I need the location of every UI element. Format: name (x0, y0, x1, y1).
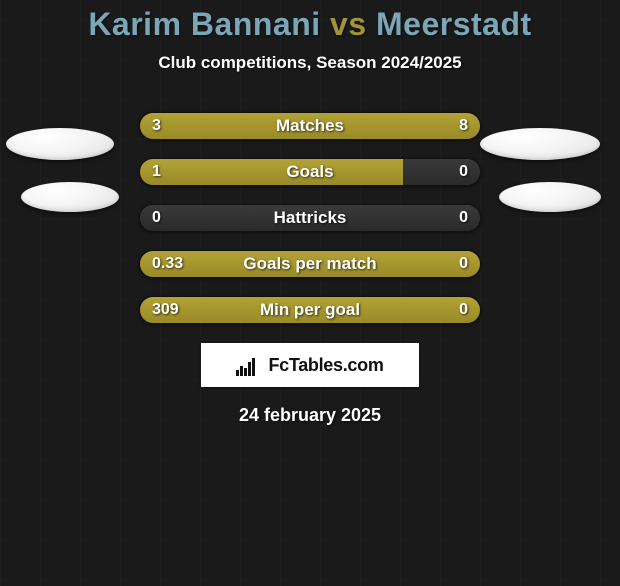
player-blob (499, 182, 601, 212)
stat-bar: 00Hattricks (139, 204, 481, 232)
player-blob (6, 128, 114, 160)
title-player2: Meerstadt (376, 6, 532, 42)
brand-chart-icon (236, 354, 262, 376)
stat-bar: 38Matches (139, 112, 481, 140)
stat-label: Min per goal (140, 297, 480, 323)
title-vs: vs (330, 6, 367, 42)
brand-badge: FcTables.com (201, 343, 419, 387)
title-player1: Karim Bannani (88, 6, 320, 42)
stat-label: Goals per match (140, 251, 480, 277)
stat-row: 0.330Goals per match (0, 241, 620, 287)
subtitle: Club competitions, Season 2024/2025 (0, 53, 620, 73)
stat-label: Matches (140, 113, 480, 139)
stat-bar: 10Goals (139, 158, 481, 186)
page-title: Karim Bannani vs Meerstadt (0, 6, 620, 43)
player-blob (21, 182, 119, 212)
date-text: 24 february 2025 (0, 405, 620, 426)
brand-text: FcTables.com (268, 355, 383, 376)
stat-label: Hattricks (140, 205, 480, 231)
stat-row: 3090Min per goal (0, 287, 620, 333)
stat-bar: 3090Min per goal (139, 296, 481, 324)
stat-label: Goals (140, 159, 480, 185)
player-blob (480, 128, 600, 160)
stat-bar: 0.330Goals per match (139, 250, 481, 278)
